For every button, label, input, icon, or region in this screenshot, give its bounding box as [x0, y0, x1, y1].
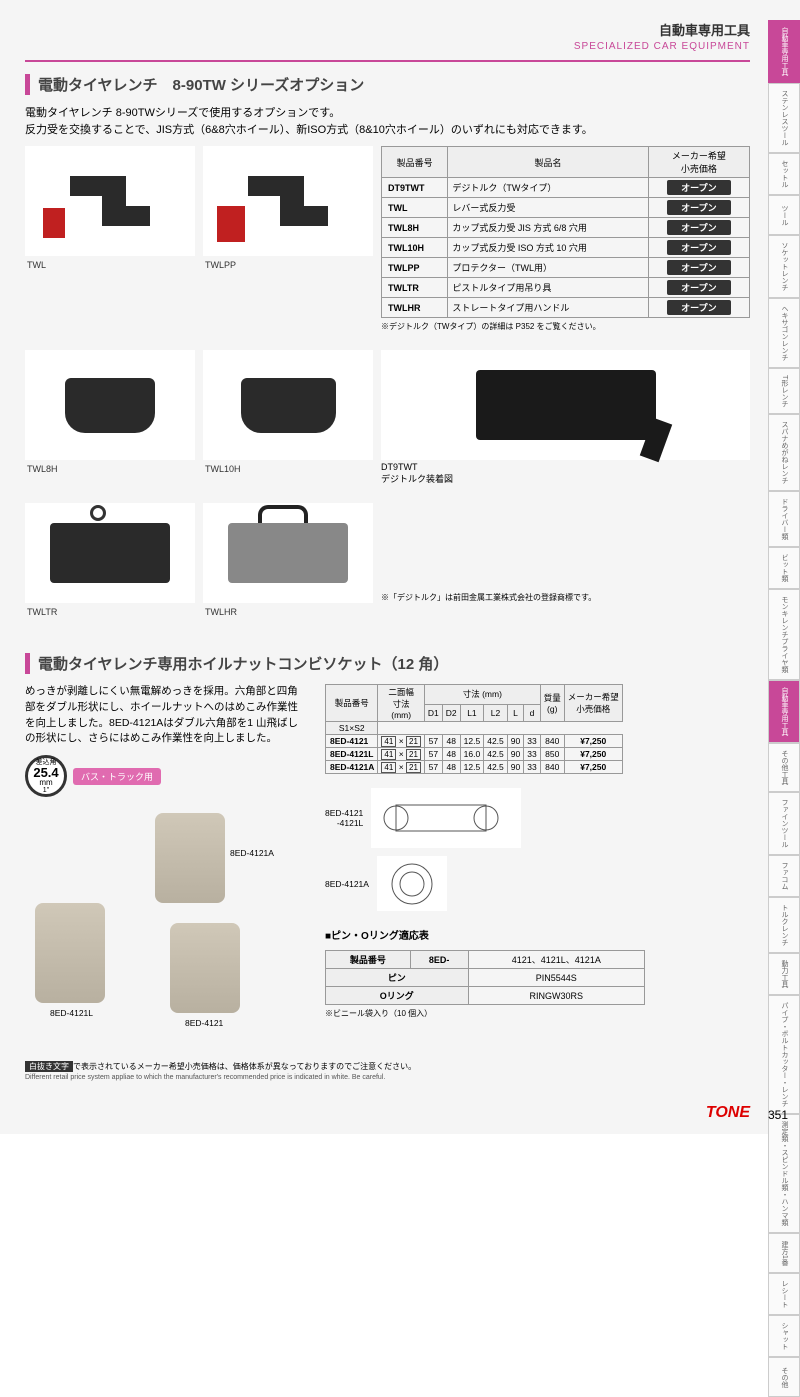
table-row: 8ED-4121A41 × 21574812.542.59033840¥7,25…: [326, 761, 623, 774]
table-row: DT9TWTデジトルク（TWタイプ）オープン: [382, 178, 750, 198]
socket-a-img: [155, 813, 225, 903]
table-row: TWLHRストレートタイプ用ハンドルオープン: [382, 298, 750, 318]
category-tab[interactable]: パイプ・ボルトカッター・レンチ: [768, 995, 800, 1114]
section2-left: めっきが剥離しにくい無電解めっきを採用。六角部と四角部をダブル形状にし、ホイール…: [25, 684, 315, 1043]
header-divider: [25, 60, 750, 62]
section2: 電動タイヤレンチ専用ホイルナットコンビソケット（12 角） めっきが剥離しにくい…: [25, 653, 750, 1043]
category-tab[interactable]: その他工具: [768, 743, 800, 792]
table-row: TWLレバー式反力受オープン: [382, 198, 750, 218]
category-tab[interactable]: スパナめがねレンチ: [768, 414, 800, 491]
category-tab[interactable]: 建方1番: [768, 1233, 800, 1273]
category-tab[interactable]: その他: [768, 1357, 800, 1397]
power-tool-shape: [476, 370, 656, 440]
table-row: TWL8Hカップ式反力受 JIS 方式 6/8 穴用オープン: [382, 218, 750, 238]
section1-intro: 電動タイヤレンチ 8-90TWシリーズで使用するオプションです。 反力受を交換す…: [25, 105, 750, 138]
table-row: TWL10Hカップ式反力受 ISO 方式 10 穴用オープン: [382, 238, 750, 258]
socket-images: 8ED-4121A 8ED-4121L 8ED-4121: [25, 803, 315, 1043]
row1: TWL TWLPP 製品番号 製品名 メーカー希望 小売価格 DT9TWTデジト…: [25, 146, 750, 332]
img-dt9twt: DT9TWT デジトルク装着図: [381, 350, 750, 485]
table1-wrap: 製品番号 製品名 メーカー希望 小売価格 DT9TWTデジトルク（TWタイプ）オ…: [381, 146, 750, 332]
category-tab[interactable]: シャット: [768, 1315, 800, 1357]
category-tab[interactable]: ツール: [768, 195, 800, 235]
img-twl: TWL: [25, 146, 195, 256]
category-tab[interactable]: モンキレンチプライヤ類: [768, 589, 800, 680]
brand-logo: TONE: [706, 1104, 750, 1122]
category-tab[interactable]: トルクレンチ: [768, 897, 800, 953]
side-category-tabs: 自動車専用工具ステンレスツールセットルツールソケットレンチヘキサゴンレンチT形レ…: [768, 20, 800, 1397]
section2-body: めっきが剥離しにくい無電解めっきを採用。六角部と四角部をダブル形状にし、ホイール…: [25, 684, 750, 1043]
img-twl8h: TWL8H: [25, 350, 195, 460]
options-table: 製品番号 製品名 メーカー希望 小売価格 DT9TWTデジトルク（TWタイプ）オ…: [381, 146, 750, 318]
drive-size-badge: 差込角 25.4 mm 1": [25, 755, 67, 797]
img-twl10h: TWL10H: [203, 350, 373, 460]
dim-diagram-1: [371, 788, 521, 848]
pin-ring-table: 製品番号8ED-4121、4121L、4121A ピンPIN5544S Oリング…: [325, 950, 645, 1005]
twl-shape: [70, 176, 150, 226]
bus-truck-badge: バス・トラック用: [73, 768, 161, 785]
category-tab[interactable]: ビット類: [768, 547, 800, 589]
section2-text: めっきが剥離しにくい無電解めっきを採用。六角部と四角部をダブル形状にし、ホイール…: [25, 684, 305, 747]
img-twlhr: TWLHR: [203, 503, 373, 603]
img-twlpp: TWLPP: [203, 146, 373, 256]
category-tab[interactable]: ファコム: [768, 855, 800, 897]
category-tab[interactable]: 自動車専用工具: [768, 680, 800, 743]
spec-table: 製品番号 二面幅 寸法 (mm) 寸法 (mm) 質量 (g) メーカー希望 小…: [325, 684, 623, 774]
row3: TWLTR TWLHR ※「デジトルク」は前田金属工業株式会社の登録商標です。: [25, 503, 750, 603]
table-row: TWLTRピストルタイプ用吊り具オープン: [382, 278, 750, 298]
footer-note: 白抜き文字で表示されているメーカー希望小売価格は、価格体系が異なっておりますので…: [25, 1061, 750, 1081]
category-tab[interactable]: 測定類・スピンドル類・ハンマ類: [768, 1114, 800, 1233]
category-tab[interactable]: セットル: [768, 153, 800, 195]
section2-title: 電動タイヤレンチ専用ホイルナットコンビソケット（12 角）: [25, 653, 750, 674]
category-en: SPECIALIZED CAR EQUIPMENT: [25, 41, 750, 52]
pin-note: ※ビニール袋入り（10 個入）: [325, 1008, 750, 1019]
category-tab[interactable]: ヘキサゴンレンチ: [768, 298, 800, 368]
img-twltr: TWLTR: [25, 503, 195, 603]
category-tab[interactable]: ドライバー類: [768, 491, 800, 547]
category-tab[interactable]: T形レンチ: [768, 368, 800, 414]
red-cap: [43, 208, 65, 238]
catalog-page: 自動車専用工具ステンレスツールセットルツールソケットレンチヘキサゴンレンチT形レ…: [0, 0, 800, 1134]
trademark-note: ※「デジトルク」は前田金属工業株式会社の登録商標です。: [381, 592, 596, 603]
page-header: 自動車専用工具 SPECIALIZED CAR EQUIPMENT: [25, 20, 750, 52]
category-tab[interactable]: 動力工具: [768, 953, 800, 995]
category-jp: 自動車専用工具: [25, 20, 750, 39]
table-row: TWLPPプロテクター（TWL用）オープン: [382, 258, 750, 278]
category-tab[interactable]: 自動車専用工具: [768, 20, 800, 83]
row2: TWL8H TWL10H DT9TWT デジトルク装着図: [25, 350, 750, 485]
category-tab[interactable]: ステンレスツール: [768, 83, 800, 153]
twlpp-shape: [248, 176, 328, 226]
page-number: 351: [768, 1108, 788, 1122]
socket-l-img: [35, 903, 105, 1003]
socket-n-img: [170, 923, 240, 1013]
category-tab[interactable]: ソケットレンチ: [768, 235, 800, 298]
category-tab[interactable]: ファインツール: [768, 792, 800, 855]
section2-right: 製品番号 二面幅 寸法 (mm) 寸法 (mm) 質量 (g) メーカー希望 小…: [325, 684, 750, 1043]
table-row: 8ED-4121L41 × 21574816.042.59033850¥7,25…: [326, 748, 623, 761]
section1-title: 電動タイヤレンチ 8-90TW シリーズオプション: [25, 74, 750, 95]
dim-diagram-2: [377, 856, 447, 911]
trademark-note-wrap: ※「デジトルク」は前田金属工業株式会社の登録商標です。: [381, 503, 750, 603]
pin-table-title: ■ピン・Oリング適応表: [325, 927, 750, 942]
red-cap-2: [217, 206, 245, 242]
table-row: 8ED-412141 × 21574812.542.59033840¥7,250: [326, 735, 623, 748]
note-p352: ※デジトルク（TWタイプ）の詳細は P352 をご覧ください。: [381, 321, 750, 332]
category-tab[interactable]: レシート: [768, 1273, 800, 1315]
